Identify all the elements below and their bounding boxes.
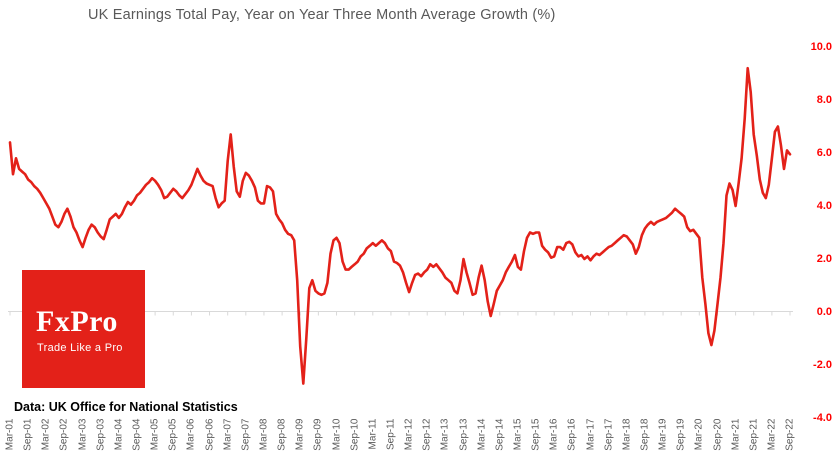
x-axis-label: Sep-13 xyxy=(458,418,469,451)
x-axis-label: Mar-12 xyxy=(403,418,415,451)
fxpro-logo-tagline: Trade Like a Pro xyxy=(37,342,123,354)
x-axis-label: Mar-07 xyxy=(222,418,234,451)
x-axis-label: Mar-21 xyxy=(730,418,742,451)
fxpro-logo: FxPro Trade Like a Pro xyxy=(22,270,145,388)
x-axis-label: Mar-09 xyxy=(294,418,306,451)
x-axis-label: Sep-06 xyxy=(204,418,215,451)
y-axis-label: -2.0 xyxy=(813,358,832,371)
x-axis-label: Sep-20 xyxy=(712,418,723,451)
x-axis-label: Mar-01 xyxy=(4,418,16,451)
x-axis-label: Mar-04 xyxy=(113,418,125,451)
x-axis-label: Sep-15 xyxy=(530,418,542,451)
y-axis-label: 10.0 xyxy=(810,40,832,53)
x-axis-label: Sep-01 xyxy=(22,418,34,451)
y-axis-label: -4.0 xyxy=(813,411,832,424)
x-axis-label: Sep-17 xyxy=(603,418,615,451)
x-axis-label: Mar-05 xyxy=(149,418,161,451)
x-axis-label: Mar-15 xyxy=(512,418,524,451)
y-axis-label: 4.0 xyxy=(816,199,832,212)
x-axis-label: Mar-06 xyxy=(185,418,197,451)
x-axis-label: Mar-02 xyxy=(40,418,52,451)
x-axis-label: Sep-21 xyxy=(748,418,760,451)
x-axis-label: Mar-08 xyxy=(258,418,270,451)
x-axis-label: Mar-10 xyxy=(331,418,342,451)
x-axis-label: Mar-20 xyxy=(693,418,705,451)
x-axis-label: Sep-07 xyxy=(240,418,252,451)
data-source-note: Data: UK Office for National Statistics xyxy=(14,400,238,414)
y-axis-label: 0.0 xyxy=(816,305,832,318)
x-axis-label: Sep-11 xyxy=(385,418,397,451)
x-axis-label: Mar-16 xyxy=(548,418,560,451)
x-axis-label: Sep-12 xyxy=(421,418,433,451)
x-axis-label: Sep-05 xyxy=(167,418,179,451)
x-axis-label: Sep-08 xyxy=(276,418,288,451)
fxpro-logo-wordmark: FxPro xyxy=(36,305,118,338)
x-axis-label: Mar-13 xyxy=(439,418,451,451)
x-axis-label: Sep-10 xyxy=(349,418,361,451)
y-axis-label: 8.0 xyxy=(816,93,832,106)
y-axis-label: 6.0 xyxy=(816,146,832,159)
x-axis-label: Sep-22 xyxy=(784,418,796,451)
y-axis-label: 2.0 xyxy=(816,252,832,265)
x-axis-label: Sep-16 xyxy=(566,418,578,451)
x-axis-label: Mar-17 xyxy=(585,418,596,451)
x-axis-label: Sep-09 xyxy=(312,418,324,451)
x-axis-label: Sep-18 xyxy=(639,418,651,451)
x-axis-label: Mar-18 xyxy=(621,418,633,451)
x-axis-label: Sep-02 xyxy=(58,418,70,451)
x-axis-label: Sep-03 xyxy=(95,418,107,451)
x-axis-label: Mar-14 xyxy=(476,418,488,451)
chart-title: UK Earnings Total Pay, Year on Year Thre… xyxy=(88,7,556,23)
x-axis-label: Mar-11 xyxy=(367,418,379,450)
x-axis-label: Sep-19 xyxy=(675,418,687,451)
pay-growth-line-series xyxy=(8,66,792,385)
x-axis-label: Sep-14 xyxy=(494,418,506,451)
x-axis-label: Mar-22 xyxy=(766,418,778,451)
x-axis-label: Mar-19 xyxy=(657,418,669,451)
x-axis-label: Mar-03 xyxy=(77,418,89,451)
x-axis-label: Sep-04 xyxy=(131,418,143,451)
